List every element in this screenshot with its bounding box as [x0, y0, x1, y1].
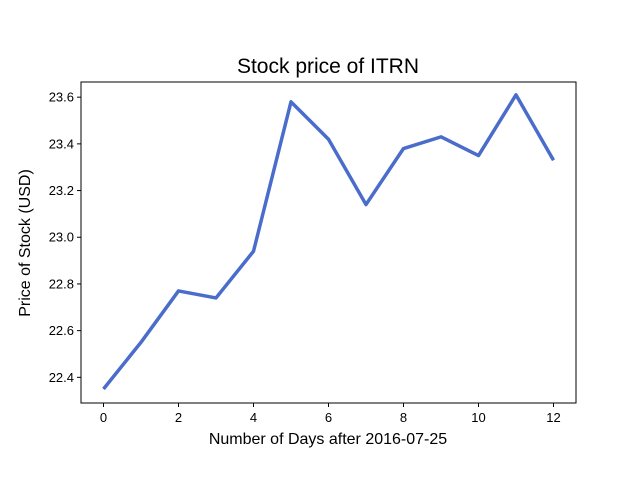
- chart-title: Stock price of ITRN: [237, 55, 419, 78]
- x-axis-label: Number of Days after 2016-07-25: [209, 431, 447, 448]
- x-tick-label: 8: [400, 410, 407, 425]
- x-tick-label: 10: [471, 410, 485, 425]
- plot-area: 0 2 4 6 8 10 12 22.4 22.6 22.8 23.0 23.2 23.4 23.6: [49, 81, 577, 425]
- x-tick-label: 4: [250, 410, 257, 425]
- y-tick-label: 23.0: [49, 230, 74, 245]
- y-tick-label: 22.4: [49, 370, 74, 385]
- y-tick-label: 22.8: [49, 276, 74, 291]
- y-tick-label: 23.2: [49, 183, 74, 198]
- y-tick-label: 23.4: [49, 136, 74, 151]
- x-tick-label: 12: [546, 410, 560, 425]
- y-tick-label: 23.6: [49, 90, 74, 105]
- x-tick-label: 0: [100, 410, 107, 425]
- y-tick-label: 22.6: [49, 323, 74, 338]
- x-tick-label: 2: [175, 410, 182, 425]
- series-line: [102, 93, 556, 391]
- plot-frame: [80, 81, 577, 404]
- x-tick-label: 6: [325, 410, 332, 425]
- y-axis-label: Price of Stock (USD): [17, 169, 34, 317]
